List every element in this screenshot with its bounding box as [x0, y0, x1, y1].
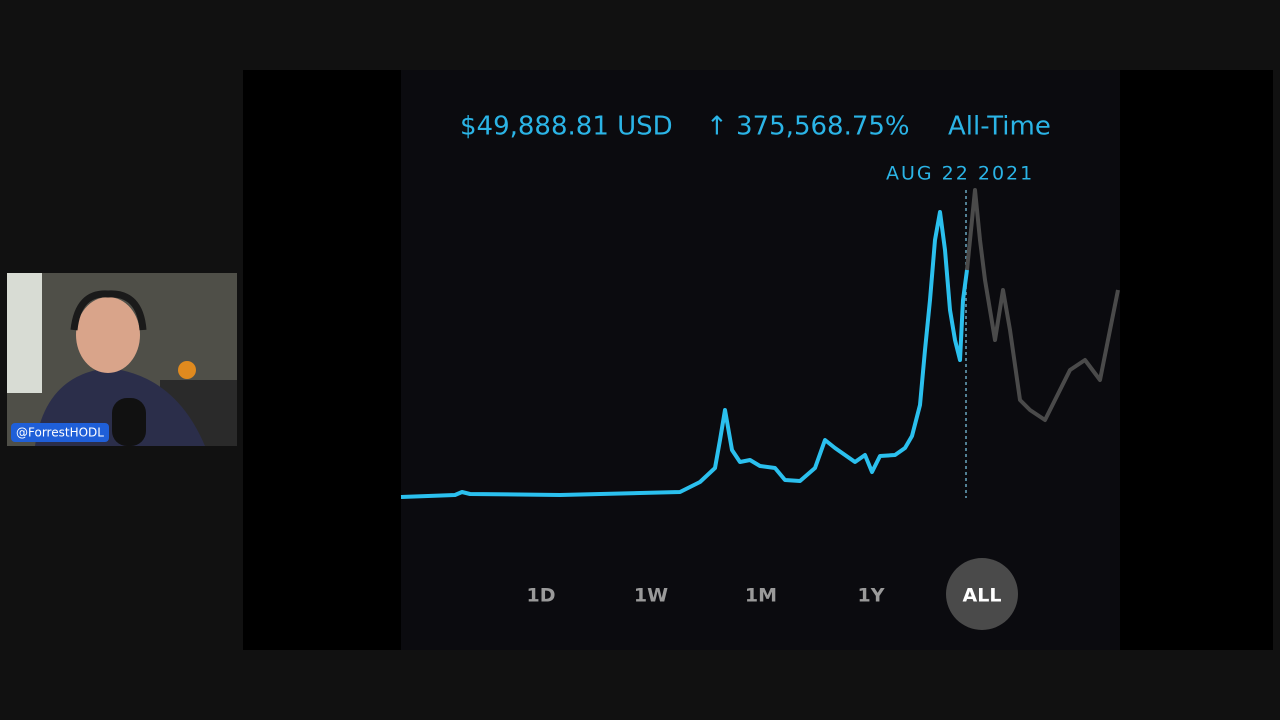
- microphone: [112, 398, 146, 446]
- face: [76, 297, 140, 373]
- webcam: @ForrestHODL: [7, 273, 237, 446]
- range-button[interactable]: 1M: [745, 585, 777, 607]
- range-button[interactable]: 1W: [634, 585, 668, 607]
- cursor-date: AUG 22 2021: [886, 163, 1034, 185]
- headphones: [70, 290, 147, 331]
- change: ↑ 375,568.75%: [706, 112, 910, 142]
- range-button[interactable]: ALL: [963, 585, 1002, 607]
- range-button[interactable]: 1Y: [858, 585, 885, 607]
- handle-badge: [11, 423, 109, 442]
- future-line: [965, 188, 1120, 422]
- price-line: [400, 210, 969, 499]
- window: [7, 273, 42, 393]
- price: $49,888.81 USD: [460, 112, 673, 142]
- period: All-Time: [948, 112, 1051, 142]
- handle: @ForrestHODL: [16, 426, 104, 440]
- bitcoin-figure: [178, 361, 196, 379]
- selected-range-bg: [946, 558, 1018, 630]
- app-screen: [401, 70, 1120, 650]
- range-button[interactable]: 1D: [527, 585, 556, 607]
